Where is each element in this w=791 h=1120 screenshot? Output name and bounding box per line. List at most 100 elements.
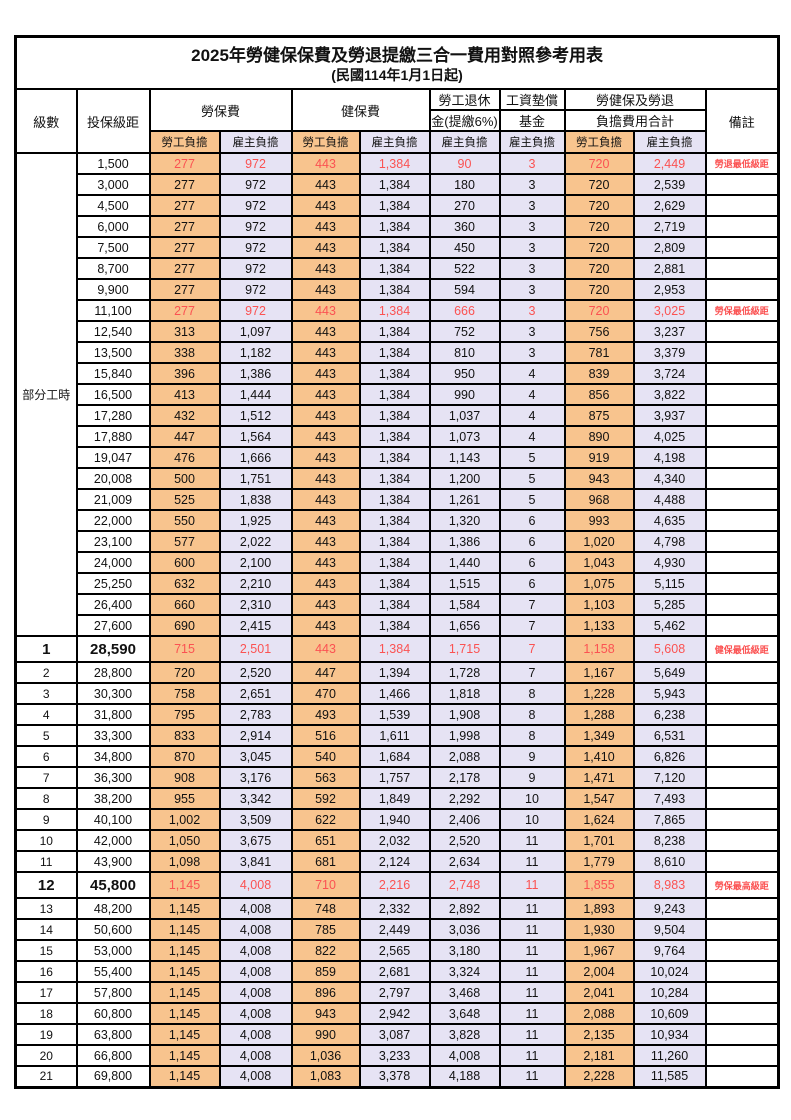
value-cell: 890: [563, 425, 635, 448]
value-cell: 2,892: [428, 897, 501, 920]
value-cell: 9,504: [632, 918, 707, 941]
subheader-row: 勞工負擔 雇主負擔 勞工負擔 雇主負擔 雇主負擔 雇主負擔 勞工負擔 雇主負擔: [16, 130, 779, 154]
note-cell: [704, 509, 780, 532]
value-cell: 270: [428, 194, 501, 217]
table-row: 20,008 500 1,751 443 1,384 1,200 5 943 4,340: [16, 467, 780, 490]
level-cell: 8: [14, 787, 78, 810]
value-cell: 1,440: [428, 551, 501, 574]
value-cell: 4,008: [428, 1044, 501, 1067]
note-cell: [704, 1002, 780, 1025]
table-row: 16 55,400 1,145 4,008 859 2,681 3,324 11 2,004 10…: [14, 960, 780, 983]
value-cell: 2,748: [428, 871, 501, 899]
value-cell: 2,004: [563, 960, 635, 983]
value-cell: 4,008: [218, 960, 293, 983]
level-header: 級數: [14, 88, 78, 154]
value-cell: 11,585: [632, 1065, 707, 1088]
level-cell: 12: [14, 871, 78, 899]
table-row: 9 40,100 1,002 3,509 622 1,940 2,406 10 1,624 7,8…: [14, 808, 780, 831]
value-cell: 5: [498, 467, 566, 490]
note-cell: [704, 682, 780, 705]
value-cell: 360: [428, 215, 501, 238]
value-cell: 2,100: [218, 551, 293, 574]
value-cell: 1,349: [563, 724, 635, 747]
value-cell: 5,608: [632, 635, 707, 663]
value-cell: 6,531: [632, 724, 707, 747]
value-cell: 563: [290, 766, 361, 789]
value-cell: 180: [428, 173, 501, 196]
bracket-cell: 60,800: [75, 1002, 151, 1025]
value-cell: 2,178: [428, 766, 501, 789]
value-cell: 4,635: [632, 509, 707, 532]
bracket-cell: 42,000: [75, 829, 151, 852]
value-cell: 3,724: [632, 362, 707, 385]
bracket-cell: 17,880: [75, 425, 151, 448]
value-cell: 1,050: [148, 829, 221, 852]
value-cell: 1,384: [358, 152, 431, 175]
note-cell: [704, 829, 780, 852]
value-cell: 1,145: [148, 1002, 221, 1025]
note-cell: [704, 551, 780, 574]
page-subtitle: (民國114年1月1日起): [331, 67, 463, 84]
value-cell: 4,188: [428, 1065, 501, 1088]
note-cell: [704, 1065, 780, 1088]
value-cell: 1,940: [358, 808, 431, 831]
value-cell: 3,509: [218, 808, 293, 831]
value-cell: 6: [498, 572, 566, 595]
value-cell: 1,020: [563, 530, 635, 553]
table-row: 11,100 277 972 443 1,384 666 3 720 3,025 勞保最低級距: [16, 299, 780, 322]
value-cell: 972: [218, 194, 293, 217]
value-cell: 632: [148, 572, 221, 595]
value-cell: 2,310: [218, 593, 293, 616]
value-cell: 2,809: [632, 236, 707, 259]
value-cell: 522: [428, 257, 501, 280]
total-employee-header: 勞工負擔: [563, 130, 635, 154]
value-cell: 11: [498, 897, 566, 920]
note-cell: [704, 897, 780, 920]
value-cell: 1,998: [428, 724, 501, 747]
value-cell: 943: [563, 467, 635, 490]
level-cell: 14: [14, 918, 78, 941]
value-cell: 6,238: [632, 703, 707, 726]
value-cell: 2,088: [428, 745, 501, 768]
bracket-cell: 11,100: [75, 299, 151, 322]
value-cell: 1,410: [563, 745, 635, 768]
value-cell: 3,237: [632, 320, 707, 343]
value-cell: 720: [563, 194, 635, 217]
table-row: 24,000 600 2,100 443 1,384 1,440 6 1,043 4,930: [16, 551, 780, 574]
value-cell: 3: [498, 278, 566, 301]
value-cell: 1,075: [563, 572, 635, 595]
value-cell: 313: [148, 320, 221, 343]
value-cell: 660: [148, 593, 221, 616]
value-cell: 4,340: [632, 467, 707, 490]
note-cell: [704, 236, 780, 259]
value-cell: 277: [148, 236, 221, 259]
table-row: 3 30,300 758 2,651 470 1,466 1,818 8 1,228 5,943: [14, 682, 780, 705]
value-cell: 1,384: [358, 278, 431, 301]
value-cell: 1,728: [428, 661, 501, 684]
page-title: 2025年勞健保保費及勞退提繳三合一費用對照參考用表: [191, 45, 603, 65]
value-cell: 3,828: [428, 1023, 501, 1046]
value-cell: 1,158: [563, 635, 635, 663]
value-cell: 2,539: [632, 173, 707, 196]
health-employee-header: 勞工負擔: [290, 130, 361, 154]
value-cell: 476: [148, 446, 221, 469]
value-cell: 11: [498, 871, 566, 899]
bracket-cell: 53,000: [75, 939, 151, 962]
value-cell: 9,243: [632, 897, 707, 920]
value-cell: 2,041: [563, 981, 635, 1004]
value-cell: 10,609: [632, 1002, 707, 1025]
note-cell: 勞保最低級距: [704, 299, 780, 322]
value-cell: 443: [290, 425, 361, 448]
table-row: 13,500 338 1,182 443 1,384 810 3 781 3,379: [16, 341, 780, 364]
value-cell: 277: [148, 278, 221, 301]
value-cell: 1,384: [358, 299, 431, 322]
value-cell: 2,881: [632, 257, 707, 280]
level-cell: 6: [14, 745, 78, 768]
value-cell: 277: [148, 152, 221, 175]
value-cell: 875: [563, 404, 635, 427]
value-cell: 1,908: [428, 703, 501, 726]
value-cell: 1,386: [218, 362, 293, 385]
title-row: 2025年勞健保保費及勞退提繳三合一費用對照參考用表 (民國114年1月1日起): [14, 35, 780, 90]
value-cell: 2,520: [428, 829, 501, 852]
pension-header-line2: 金(提繳6%): [428, 109, 501, 132]
